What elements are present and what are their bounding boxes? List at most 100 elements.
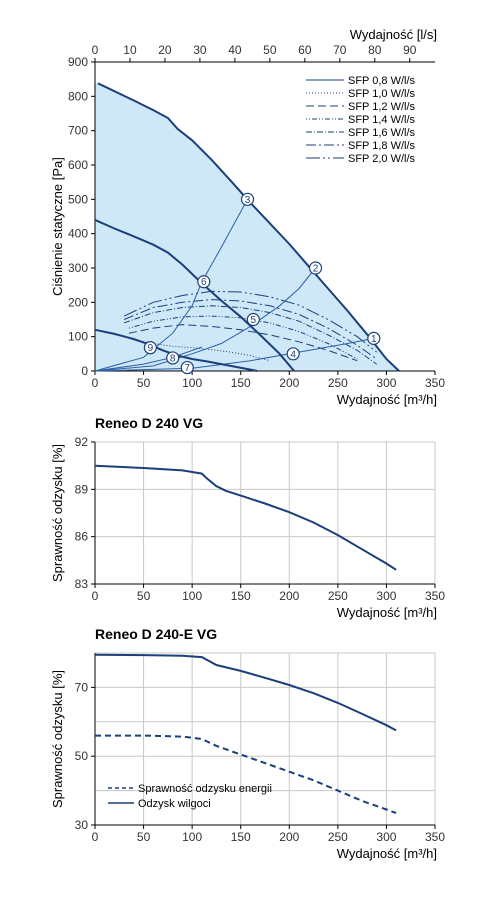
- x-tick-label: 200: [279, 589, 299, 603]
- operating-point-label: 2: [313, 264, 319, 275]
- y-tick-label: 92: [75, 435, 89, 449]
- x-axis-label: Wydajność [m³/h]: [337, 605, 437, 620]
- x-tick-label: 250: [328, 589, 348, 603]
- y-tick-label: 89: [75, 482, 89, 496]
- legend-entry: SFP 2,0 W/l/s: [348, 153, 416, 165]
- x-tick-label: 0: [92, 589, 99, 603]
- legend-entry: SFP 1,4 W/l/s: [348, 114, 416, 126]
- legend-entry: Sprawność odzysku energii: [138, 783, 272, 795]
- x2-tick-label: 20: [158, 43, 172, 57]
- y-tick-label: 200: [68, 295, 88, 309]
- y-tick-label: 83: [75, 577, 89, 591]
- operating-point-5: [246, 312, 260, 327]
- legend-entry: Odzysk wilgoci: [138, 798, 211, 810]
- system-curve-1: [94, 267, 316, 372]
- max-fan-curve: [97, 82, 400, 372]
- legend-entry: SFP 1,6 W/l/s: [348, 127, 416, 139]
- fan-curve-0: [94, 218, 295, 372]
- y-tick-label: 0: [81, 364, 88, 378]
- operating-area: [95, 83, 400, 371]
- y-axis-label: Sprawność odzysku [%]: [50, 670, 65, 808]
- x2-tick-label: 30: [193, 43, 207, 57]
- y-tick-label: 300: [68, 261, 88, 275]
- operating-point-4: [286, 347, 300, 361]
- operating-point-label: 6: [201, 277, 207, 288]
- x2-tick-label: 0: [92, 43, 99, 57]
- legend-entry: SFP 0,8 W/l/s: [348, 75, 416, 87]
- x-tick-label: 100: [182, 376, 202, 390]
- y-tick-label: 86: [75, 530, 89, 544]
- x2-tick-label: 70: [333, 43, 347, 57]
- legend-entry: SFP 1,8 W/l/s: [348, 140, 416, 152]
- x-tick-label: 300: [376, 830, 396, 844]
- chart-title: Reneo D 240 VG: [95, 415, 203, 431]
- x-tick-label: 50: [137, 376, 151, 390]
- operating-point-label: 7: [185, 363, 191, 374]
- y-tick-label: 400: [68, 227, 88, 241]
- operating-point-label: 5: [251, 315, 257, 326]
- y-tick-label: 500: [68, 192, 88, 206]
- y-axis-label: Ciśnienie statyczne [Pa]: [50, 157, 65, 296]
- sfp-curve-4: [123, 305, 377, 365]
- x2-tick-label: 80: [368, 43, 382, 57]
- y-tick-label: 30: [75, 818, 89, 832]
- y-tick-label: 50: [75, 749, 89, 763]
- x2-tick-label: 40: [228, 43, 242, 57]
- x-tick-label: 200: [279, 376, 299, 390]
- x-tick-label: 50: [137, 589, 151, 603]
- x-tick-label: 150: [231, 376, 251, 390]
- x-tick-label: 100: [182, 589, 202, 603]
- x2-tick-label: 60: [298, 43, 312, 57]
- operating-point-label: 9: [148, 343, 154, 354]
- x2-tick-label: 10: [123, 43, 137, 57]
- x-tick-label: 250: [328, 830, 348, 844]
- operating-point-label: 1: [371, 334, 377, 345]
- legend-entry: SFP 1,0 W/l/s: [348, 88, 416, 100]
- sfp-curve-1: [133, 339, 271, 362]
- x-tick-label: 350: [425, 376, 445, 390]
- operating-point-9: [143, 341, 157, 355]
- operating-point-7: [180, 360, 194, 375]
- chart-title: Reneo D 240-E VG: [95, 626, 217, 642]
- y-tick-label: 700: [68, 124, 88, 138]
- x2-axis-label: Wydajność [l/s]: [350, 27, 437, 42]
- operating-point-label: 8: [170, 353, 176, 364]
- sfp-curve-5: [123, 299, 377, 360]
- series-line-0: [95, 734, 397, 814]
- system-curve-3: [94, 346, 203, 372]
- operating-point-2: [308, 261, 323, 275]
- y-tick-label: 70: [75, 680, 89, 694]
- sfp-curve-6: [123, 290, 378, 353]
- operating-point-6: [197, 275, 211, 289]
- y-tick-label: 600: [68, 158, 88, 172]
- x-tick-label: 250: [328, 376, 348, 390]
- series-line-0: [94, 464, 397, 571]
- legend-entry: SFP 1,2 W/l/s: [348, 101, 416, 113]
- x-tick-label: 150: [231, 830, 251, 844]
- operating-point-label: 4: [290, 349, 296, 360]
- x-tick-label: 300: [376, 376, 396, 390]
- x-tick-label: 0: [92, 830, 99, 844]
- x-tick-label: 200: [279, 830, 299, 844]
- operating-point-3: [240, 192, 255, 206]
- system-curve-0: [94, 199, 248, 372]
- y-tick-label: 100: [68, 330, 88, 344]
- x2-tick-label: 50: [263, 43, 277, 57]
- operating-point-1: [367, 331, 381, 345]
- sfp-curve-2: [128, 324, 358, 362]
- x-tick-label: 300: [376, 589, 396, 603]
- series-line-1: [94, 653, 397, 732]
- operating-point-8: [166, 351, 180, 365]
- x-tick-label: 0: [92, 376, 99, 390]
- y-tick-label: 900: [68, 55, 88, 69]
- x-tick-label: 100: [182, 830, 202, 844]
- x-tick-label: 50: [137, 830, 151, 844]
- x-axis-label: Wydajność [m³/h]: [337, 392, 437, 407]
- fan-curve-1: [94, 328, 258, 372]
- y-axis-label: Sprawność odzysku [%]: [50, 444, 65, 582]
- x2-tick-label: 90: [403, 43, 417, 57]
- system-curve-2: [94, 337, 374, 372]
- x-axis-label: Wydajność [m³/h]: [337, 846, 437, 861]
